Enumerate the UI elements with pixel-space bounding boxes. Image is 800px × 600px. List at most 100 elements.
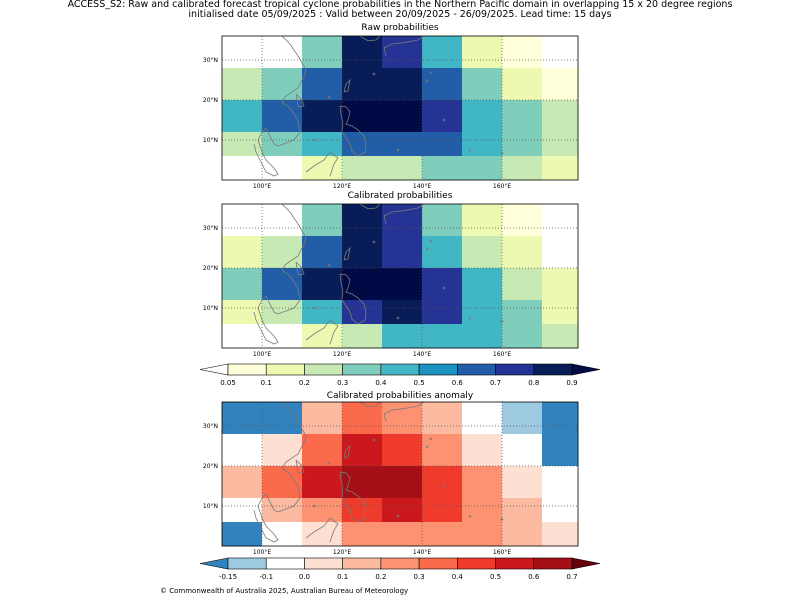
heatmap-cell <box>542 68 579 101</box>
x-tick-label: 140°E <box>413 549 431 556</box>
colorbar-segment <box>533 557 573 570</box>
heatmap-cell <box>462 204 503 237</box>
heatmap-cell <box>542 132 579 157</box>
x-tick-label: 140°E <box>413 183 431 190</box>
heatmap-cell <box>222 36 263 69</box>
heatmap-cell <box>382 156 423 181</box>
heatmap-cell <box>542 402 579 435</box>
colorbar-tick-label: 0.7 <box>566 573 577 581</box>
colorbar-tick-label: -0.1 <box>259 573 273 581</box>
colorbar-tick-label: -0.15 <box>219 573 237 581</box>
heatmap-cell <box>222 434 263 467</box>
colorbar-segment <box>495 557 535 570</box>
heatmap-cell <box>222 498 263 523</box>
colorbar-segment <box>265 363 305 376</box>
heatmap-cell <box>542 498 579 523</box>
heatmap-cell <box>222 68 263 101</box>
island-mark <box>396 148 400 152</box>
heatmap-cell <box>542 466 579 499</box>
colorbar-segment <box>457 557 496 570</box>
coastline-segment <box>339 105 367 157</box>
colorbar-tick-label: 0.9 <box>566 379 577 387</box>
heatmap-cell <box>262 402 303 435</box>
coastline-segment <box>359 36 381 42</box>
heatmap-cell <box>422 522 463 547</box>
coastline <box>253 36 504 177</box>
probability-colorbar: 0.05 0.1 0.2 0.3 0.4 0.5 0.6 0.7 0.8 0.9 <box>199 363 601 387</box>
heatmap-cell <box>422 300 463 325</box>
heatmap-cell <box>542 236 579 269</box>
heatmap-cell <box>342 522 383 547</box>
heatmap-cell <box>262 204 303 237</box>
island-mark <box>442 484 446 488</box>
heatmap-cell <box>422 100 463 133</box>
raw-probabilities-map: 100°E 120°E 140°E 160°E 30°N 20°N 10°N <box>203 35 579 190</box>
colorbar-segment <box>418 363 458 376</box>
island-mark <box>425 79 429 83</box>
colorbar-segment <box>342 557 382 570</box>
heatmap-cell <box>342 402 383 435</box>
heatmap-cell <box>462 68 503 101</box>
coastline-segment <box>305 517 339 543</box>
heatmap-cell <box>382 132 423 157</box>
heatmap-cell <box>302 156 343 181</box>
heatmap-cell <box>462 498 503 523</box>
island-mark <box>442 286 446 290</box>
heatmap-cell <box>222 324 263 349</box>
heatmap-cell <box>542 204 579 237</box>
colorbar-segment <box>495 363 535 376</box>
heatmap-cell <box>342 36 383 69</box>
coastline-segment <box>359 204 381 210</box>
coastline-segment <box>295 459 305 474</box>
colorbar-tick-label: 0.05 <box>220 379 236 387</box>
heatmap-cell <box>542 156 579 181</box>
coastline-segment <box>305 319 339 345</box>
heatmap-cell <box>222 156 263 181</box>
heatmap-cell <box>382 68 423 101</box>
colorbar-segment <box>533 363 573 376</box>
anomaly-map: 100°E 120°E 140°E 160°E 30°N 20°N 10°N <box>203 401 579 556</box>
heatmap-cell <box>342 434 383 467</box>
colorbar-tick-label: 0.8 <box>528 379 539 387</box>
heatmap-cell <box>342 156 383 181</box>
heatmap-cell <box>262 466 303 499</box>
island-mark <box>327 95 331 99</box>
heatmap-cell <box>502 434 543 467</box>
heatmap-cell <box>382 100 423 133</box>
island-mark <box>372 240 376 244</box>
heatmap-cell <box>422 402 463 435</box>
heatmap-cell <box>222 466 263 499</box>
heatmap-cell <box>542 324 579 349</box>
colorbar-tick-label: 0.4 <box>375 379 387 387</box>
heatmap-cell <box>302 498 343 523</box>
heatmap-cell <box>302 434 343 467</box>
x-tick-label: 120°E <box>333 183 351 190</box>
colorbar-tick-label: 0.0 <box>299 573 310 581</box>
heatmap-cell <box>222 522 263 547</box>
y-tick-label: 30°N <box>203 225 218 232</box>
island-mark <box>500 517 504 521</box>
x-tick-label: 100°E <box>253 183 271 190</box>
x-tick-label: 120°E <box>333 549 351 556</box>
heatmap-cell <box>462 522 503 547</box>
copyright-footer: © Commonwealth of Australia 2025, Austra… <box>160 587 409 595</box>
y-tick-label: 20°N <box>203 463 218 470</box>
heatmap-cell <box>302 402 343 435</box>
heatmap-cell <box>502 236 543 269</box>
heatmap-cell <box>342 466 383 499</box>
heatmap-cell <box>422 36 463 69</box>
island-mark <box>442 118 446 122</box>
heatmap-cell <box>462 324 503 349</box>
coastline-segment <box>383 402 425 423</box>
colorbar-tick-label: 0.5 <box>490 573 501 581</box>
heatmap-cell <box>382 36 423 69</box>
heatmap-cell <box>502 522 543 547</box>
heatmap-cell <box>462 236 503 269</box>
island-mark <box>429 239 433 243</box>
coastline-segment <box>295 261 305 276</box>
coastline-segment <box>343 444 351 459</box>
heatmap-cell <box>222 132 263 157</box>
colorbar-tick-label: 0.3 <box>337 379 348 387</box>
anomaly-colorbar: -0.15 -0.1 0.0 0.1 0.2 0.3 0.4 0.5 0.6 0.7 <box>199 557 601 581</box>
colorbar-over-extension <box>571 363 601 376</box>
